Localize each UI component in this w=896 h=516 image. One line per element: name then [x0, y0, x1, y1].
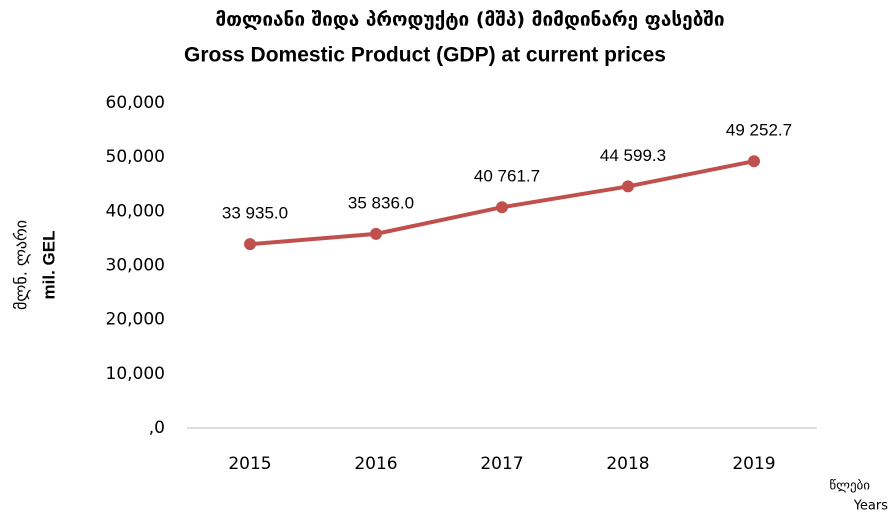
marker [370, 227, 382, 240]
chart-title: მთლიანი შიდა პროდუქტი (მშპ) მიმდინარე ფა… [215, 9, 724, 31]
x-axis-label: წლები [829, 479, 870, 494]
x-tick-label: 2017 [480, 454, 523, 474]
x-axis-label: Years [853, 499, 889, 514]
x-tick-label: 2018 [606, 454, 649, 474]
chart-subtitle: Gross Domestic Product (GDP) at current … [184, 44, 666, 67]
data-label: 35 836.0 [348, 193, 414, 212]
data-label: 49 252.7 [726, 121, 792, 140]
y-axis-label: მლნ. ლარი [12, 220, 31, 310]
x-tick-label: 2015 [228, 454, 271, 474]
y-tick-label: 20,000 [106, 310, 165, 330]
y-tick-label: 50,000 [106, 147, 165, 167]
x-tick-label: 2019 [732, 454, 775, 474]
marker [496, 201, 508, 214]
data-label: 40 761.7 [474, 167, 540, 186]
data-label: 33 935.0 [222, 204, 288, 223]
marker [748, 155, 760, 168]
y-tick-label: 30,000 [106, 256, 165, 276]
x-tick-label: 2016 [354, 454, 397, 474]
y-axis-label: mil. GEL [39, 231, 58, 300]
marker [244, 238, 256, 251]
y-tick-label: 10,000 [106, 364, 165, 384]
data-label: 44 599.3 [600, 146, 666, 165]
y-tick-label: 40,000 [106, 201, 165, 221]
y-tick-label: 60,000 [106, 93, 165, 113]
y-tick-label: ,0 [149, 418, 165, 438]
marker [622, 180, 634, 193]
